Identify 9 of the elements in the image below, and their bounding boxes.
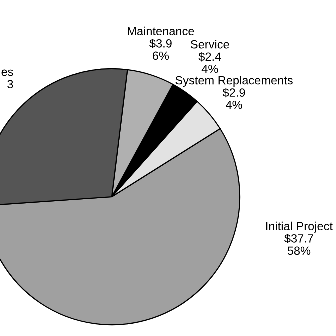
data-label: $2.9 4%	[222, 88, 246, 110]
data-label: $37.7 58%	[284, 234, 314, 256]
slice-label: Initial Project	[266, 222, 333, 233]
text: es 3	[2, 70, 14, 89]
data-label: $3.9 6%	[150, 38, 172, 60]
slice-label: Service	[190, 40, 230, 49]
data-label: $2.4 4%	[198, 52, 222, 74]
slice-label: Maintenance	[128, 26, 194, 36]
slice-label: System Replacements	[176, 76, 293, 88]
